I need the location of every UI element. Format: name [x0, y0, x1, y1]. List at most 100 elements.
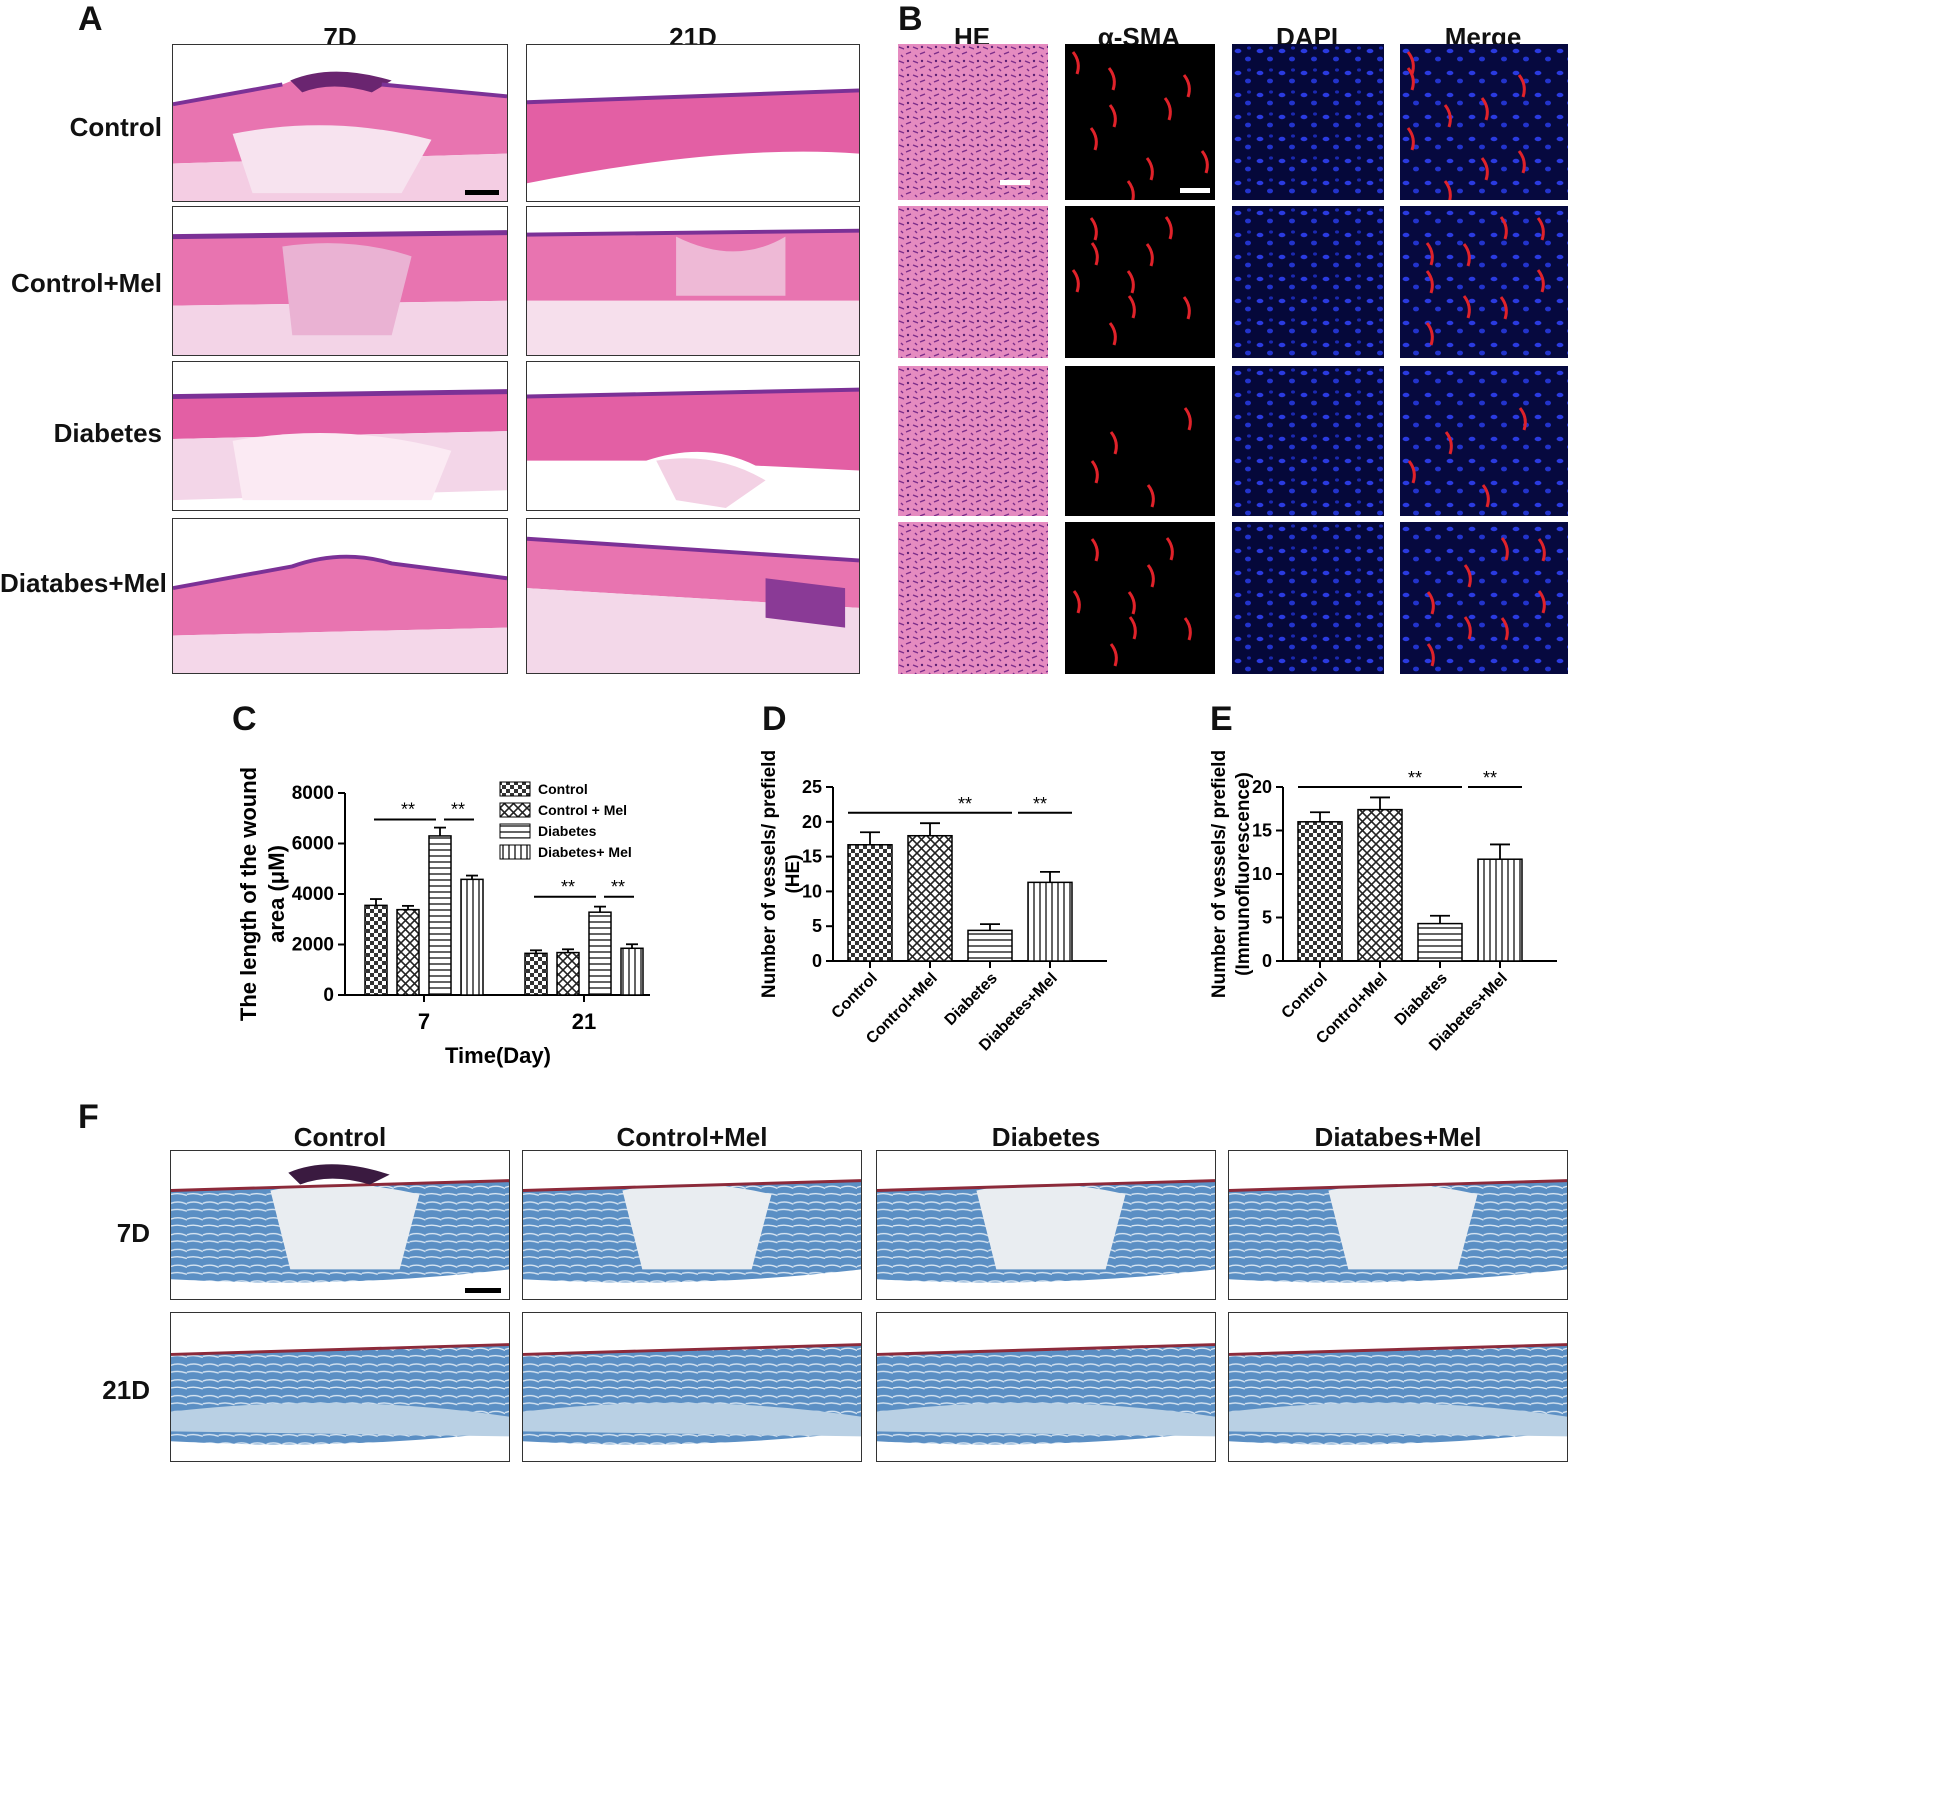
bar: [396, 908, 420, 996]
legend-label: Diabetes+ Mel: [538, 844, 632, 860]
bar: [556, 951, 580, 996]
y-axis-label: Number of vessels/ prefield: [759, 750, 780, 998]
bar: [588, 911, 612, 996]
y-tick-label: 15: [802, 847, 822, 867]
significance-label: **: [1483, 768, 1497, 788]
trichrome-image-control-7d: [170, 1150, 510, 1300]
panel-a-row-diatabes-mel: Diatabes+Mel: [0, 568, 167, 598]
y-tick-label: 6000: [292, 834, 334, 855]
legend-label: Control + Mel: [538, 802, 627, 818]
x-tick-label: Control: [829, 970, 881, 1022]
he-image-diabetes: [898, 366, 1048, 516]
dapi-image-control-mel: [1232, 206, 1384, 358]
y-tick-label: 0: [812, 951, 822, 971]
merge-image-diatabes-mel: [1400, 522, 1568, 674]
dapi-image-diabetes: [1232, 366, 1384, 516]
panel-label-f: F: [78, 1098, 99, 1136]
y-tick-label: 15: [1252, 821, 1272, 841]
sma-image-control-mel: [1065, 206, 1215, 358]
x-tick-label: 21: [572, 1009, 596, 1034]
y-axis-label: (HE): [783, 854, 804, 893]
chart-e: 0 5 10 15 20 Control Control+Mel Diabetes Diabet…: [1205, 745, 1585, 1095]
y-tick-label: 20: [802, 812, 822, 832]
he-image-control-mel-21d: [526, 206, 860, 356]
y-axis-label: Number of vessels/ prefield: [1209, 750, 1230, 998]
significance-label: **: [958, 794, 972, 814]
scale-bar: [465, 1288, 501, 1293]
he-image-diatabes-mel-7d: [172, 518, 508, 674]
y-tick-label: 10: [802, 881, 822, 901]
significance-label: **: [561, 877, 575, 897]
he-image-control-mel: [898, 206, 1048, 358]
chart-c: 0 2000 4000 6000 8000 7 ** ** 21 ** ** The length o…: [230, 745, 670, 1075]
he-image-diabetes-21d: [526, 361, 860, 511]
x-axis-label: Time(Day): [445, 1043, 551, 1068]
panel-f-row-7d: 7D: [116, 1218, 150, 1248]
y-tick-label: 20: [1252, 777, 1272, 797]
trichrome-image-diatabes-mel-7d: [1228, 1150, 1568, 1300]
trichrome-image-diabetes-21d: [876, 1312, 1216, 1462]
y-axis-label: area (μM): [264, 845, 289, 943]
significance-label: **: [451, 800, 465, 820]
dapi-image-control: [1232, 44, 1384, 200]
bar: [967, 929, 1013, 962]
bar: [907, 834, 953, 962]
panel-f-col-diatabes-mel: Diatabes+Mel: [1314, 1122, 1482, 1152]
merge-image-control: [1400, 44, 1568, 200]
x-tick-label: Control: [1279, 970, 1331, 1022]
panel-f-row-21d: 21D: [102, 1375, 150, 1405]
panel-a-row-control: Control: [69, 112, 162, 142]
panel-f-col-control-mel: Control+Mel: [616, 1122, 768, 1152]
he-image-control-mel-7d: [172, 206, 508, 356]
chart-d: 0 5 10 15 20 25 Control Control+Mel Diabetes Diab…: [755, 745, 1135, 1095]
panel-f-col-control: Control: [293, 1122, 387, 1152]
sma-image-diabetes: [1065, 366, 1215, 516]
significance-label: **: [1033, 794, 1047, 814]
bar: [620, 947, 644, 996]
merge-image-control-mel: [1400, 206, 1568, 358]
legend-label: Diabetes: [538, 823, 597, 839]
y-tick-label: 0: [1262, 951, 1272, 971]
bar: [1477, 858, 1523, 962]
he-image-diabetes-7d: [172, 361, 508, 511]
bar: [1357, 808, 1403, 962]
bar: [524, 952, 548, 996]
bar: [428, 835, 452, 996]
bar: [1417, 922, 1463, 962]
he-image-diatabes-mel: [898, 522, 1048, 674]
y-tick-label: 25: [802, 777, 822, 797]
y-tick-label: 8000: [292, 783, 334, 804]
legend-label: Control: [538, 781, 588, 797]
sma-image-control: [1065, 44, 1215, 200]
merge-image-diabetes: [1400, 366, 1568, 516]
bar: [1027, 881, 1073, 962]
he-image-control-21d: [526, 44, 860, 202]
bar: [364, 904, 388, 996]
panel-label-d: D: [762, 700, 787, 738]
y-tick-label: 0: [323, 985, 334, 1006]
panel-label-e: E: [1210, 700, 1233, 738]
panel-a-row-diabetes: Diabetes: [53, 418, 162, 448]
x-tick-label: 7: [418, 1009, 430, 1034]
significance-label: **: [401, 800, 415, 820]
trichrome-image-control-mel-7d: [522, 1150, 862, 1300]
bar: [1297, 821, 1343, 962]
panel-label-b: B: [898, 0, 923, 38]
scale-bar: [1000, 180, 1030, 185]
panel-f-col-diabetes: Diabetes: [991, 1122, 1101, 1152]
panel-a-row-control-mel: Control+Mel: [11, 268, 162, 298]
y-tick-label: 5: [812, 916, 822, 936]
significance-label: **: [611, 877, 625, 897]
legend-swatch: [499, 823, 531, 839]
panel-label-c: C: [232, 700, 257, 738]
trichrome-image-diatabes-mel-21d: [1228, 1312, 1568, 1462]
bar: [460, 878, 484, 996]
trichrome-image-control-mel-21d: [522, 1312, 862, 1462]
panel-label-a: A: [78, 0, 103, 38]
bar: [847, 844, 893, 962]
dapi-image-diatabes-mel: [1232, 522, 1384, 674]
legend-swatch: [499, 802, 531, 818]
trichrome-image-diabetes-7d: [876, 1150, 1216, 1300]
significance-label: **: [1408, 768, 1422, 788]
trichrome-image-control-21d: [170, 1312, 510, 1462]
